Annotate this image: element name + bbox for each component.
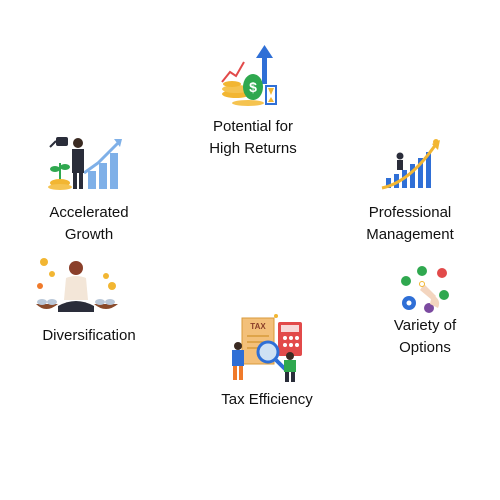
svg-text:TAX: TAX [250,322,266,331]
climbing-chart-icon [381,139,440,190]
tax-document-icon: TAX [232,314,302,382]
money-growth-icon: $ [221,45,277,106]
watering-growth-icon [48,137,122,190]
benefit-label: Accelerated Growth [49,204,129,243]
benefit-label: Professional Management [366,204,454,243]
benefit-label: Tax Efficiency [221,391,313,408]
hand-options-icon [401,266,449,313]
balance-meditation-icon [36,258,118,312]
benefit-label: Variety of Options [393,317,457,356]
benefit-label: Potential for High Returns [209,118,297,157]
svg-text:$: $ [249,79,257,95]
benefit-label: Diversification [42,327,136,344]
